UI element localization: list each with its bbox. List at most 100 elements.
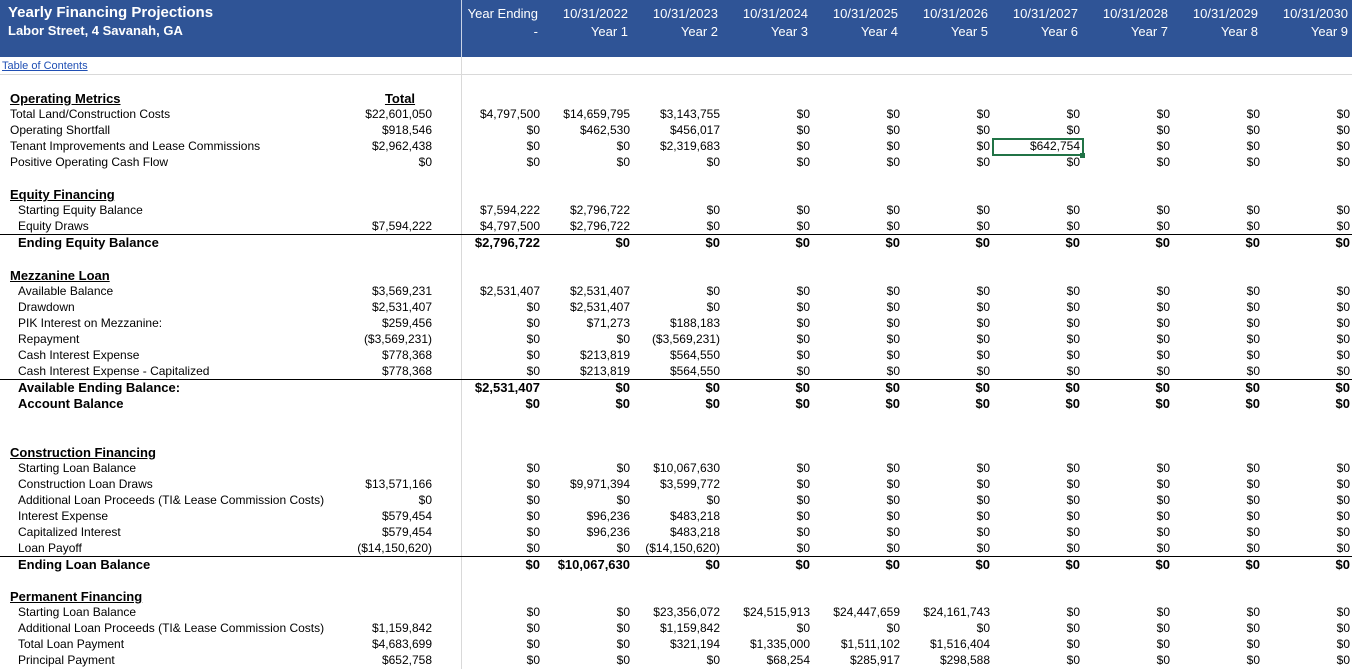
year-value-cell[interactable]: $0 bbox=[1336, 509, 1350, 523]
year-value-cell[interactable]: $0 bbox=[526, 139, 540, 153]
year-value-cell[interactable]: $0 bbox=[886, 509, 900, 523]
year-value-cell[interactable]: $0 bbox=[705, 557, 720, 572]
year-value-cell[interactable]: $0 bbox=[616, 605, 630, 619]
year-value-cell[interactable]: $0 bbox=[976, 525, 990, 539]
row-label[interactable]: Construction Loan Draws bbox=[18, 477, 153, 491]
year-value-cell[interactable]: $2,531,407 bbox=[569, 284, 630, 298]
row-total-cell[interactable]: $2,962,438 bbox=[371, 139, 432, 153]
year-value-cell[interactable]: $0 bbox=[705, 396, 720, 411]
year-value-cell[interactable]: $0 bbox=[526, 300, 540, 314]
year-value-cell[interactable]: $0 bbox=[1246, 300, 1260, 314]
table-of-contents-link[interactable]: Table of Contents bbox=[2, 60, 88, 72]
row-total-cell[interactable]: $259,456 bbox=[381, 316, 432, 330]
year-value-cell[interactable]: $0 bbox=[1336, 155, 1350, 169]
year-value-cell[interactable]: $0 bbox=[976, 621, 990, 635]
year-value-cell[interactable]: $0 bbox=[1156, 332, 1170, 346]
year-value-cell[interactable]: $0 bbox=[796, 477, 810, 491]
year-value-cell[interactable]: $0 bbox=[976, 123, 990, 137]
year-value-cell[interactable]: $3,143,755 bbox=[659, 107, 720, 121]
year-value-cell[interactable]: $0 bbox=[1155, 380, 1170, 395]
year-value-cell[interactable]: $0 bbox=[615, 235, 630, 250]
year-value-cell[interactable]: $0 bbox=[1336, 493, 1350, 507]
year-value-cell[interactable]: $0 bbox=[975, 396, 990, 411]
year-value-cell[interactable]: $0 bbox=[885, 235, 900, 250]
year-value-cell[interactable]: $0 bbox=[1066, 653, 1080, 667]
year-value-cell[interactable]: $0 bbox=[1246, 493, 1260, 507]
row-label[interactable]: Interest Expense bbox=[18, 509, 109, 523]
year-value-cell[interactable]: $0 bbox=[1156, 364, 1170, 378]
year-value-cell[interactable]: $0 bbox=[1336, 107, 1350, 121]
year-value-cell[interactable]: $0 bbox=[1246, 461, 1260, 475]
year-value-cell[interactable]: $0 bbox=[526, 509, 540, 523]
year-value-cell[interactable]: $0 bbox=[976, 541, 990, 555]
year-value-cell[interactable]: $0 bbox=[1156, 348, 1170, 362]
row-total-cell[interactable]: $4,683,699 bbox=[371, 637, 432, 651]
year-value-cell[interactable]: $0 bbox=[1066, 348, 1080, 362]
year-value-cell[interactable]: $0 bbox=[1156, 107, 1170, 121]
row-label[interactable]: Total Loan Payment bbox=[18, 637, 125, 651]
row-label[interactable]: Additional Loan Proceeds (TI& Lease Comm… bbox=[18, 621, 325, 635]
year-value-cell[interactable]: $10,067,630 bbox=[557, 557, 630, 572]
year-value-cell[interactable]: $0 bbox=[976, 348, 990, 362]
year-value-cell[interactable]: $2,531,407 bbox=[569, 300, 630, 314]
year-value-cell[interactable]: $0 bbox=[1336, 364, 1350, 378]
year-value-cell[interactable]: $0 bbox=[796, 525, 810, 539]
year-value-cell[interactable]: $2,796,722 bbox=[569, 203, 630, 217]
year-value-cell[interactable]: $0 bbox=[1066, 509, 1080, 523]
year-value-cell[interactable]: $0 bbox=[976, 316, 990, 330]
year-value-cell[interactable]: $0 bbox=[526, 316, 540, 330]
year-value-cell[interactable]: $0 bbox=[1066, 300, 1080, 314]
row-total-cell[interactable]: $579,454 bbox=[381, 525, 432, 539]
year-value-cell[interactable]: $0 bbox=[1156, 461, 1170, 475]
total-row-label[interactable]: Ending Loan Balance bbox=[18, 557, 151, 572]
year-value-cell[interactable]: $0 bbox=[706, 493, 720, 507]
year-value-cell[interactable]: $0 bbox=[526, 493, 540, 507]
year-value-cell[interactable]: $0 bbox=[526, 605, 540, 619]
row-label[interactable]: Tenant Improvements and Lease Commission… bbox=[10, 139, 261, 153]
year-value-cell[interactable]: $0 bbox=[886, 525, 900, 539]
year-value-cell[interactable]: $71,273 bbox=[586, 316, 630, 330]
row-label[interactable]: Cash Interest Expense - Capitalized bbox=[18, 364, 210, 378]
year-value-cell[interactable]: $4,797,500 bbox=[479, 219, 540, 233]
year-value-cell[interactable]: $0 bbox=[1066, 605, 1080, 619]
year-value-cell[interactable]: $0 bbox=[976, 364, 990, 378]
year-value-cell[interactable]: $0 bbox=[1156, 605, 1170, 619]
year-value-cell[interactable]: $0 bbox=[796, 348, 810, 362]
year-value-cell[interactable]: $0 bbox=[1246, 509, 1260, 523]
year-value-cell[interactable]: $0 bbox=[1335, 380, 1350, 395]
year-value-cell[interactable]: $0 bbox=[1156, 139, 1170, 153]
year-value-cell[interactable]: $0 bbox=[1156, 525, 1170, 539]
year-value-cell[interactable]: $0 bbox=[526, 541, 540, 555]
year-value-cell[interactable]: $0 bbox=[1156, 493, 1170, 507]
row-label[interactable]: Capitalized Interest bbox=[18, 525, 121, 539]
row-total-cell[interactable]: $652,758 bbox=[381, 653, 432, 667]
year-value-cell[interactable]: $564,550 bbox=[669, 348, 720, 362]
year-value-cell[interactable]: $0 bbox=[616, 461, 630, 475]
year-value-cell[interactable]: $0 bbox=[1066, 107, 1080, 121]
year-value-cell[interactable]: $0 bbox=[886, 477, 900, 491]
row-label[interactable]: Operating Shortfall bbox=[10, 123, 111, 137]
year-value-cell[interactable]: $0 bbox=[1156, 621, 1170, 635]
year-value-cell[interactable]: $0 bbox=[705, 235, 720, 250]
year-value-cell[interactable]: $0 bbox=[976, 284, 990, 298]
year-value-cell[interactable]: $0 bbox=[886, 493, 900, 507]
year-value-cell[interactable]: $0 bbox=[1336, 219, 1350, 233]
year-value-cell[interactable]: $0 bbox=[886, 139, 900, 153]
year-value-cell[interactable]: $0 bbox=[796, 364, 810, 378]
year-value-cell[interactable]: $0 bbox=[1066, 316, 1080, 330]
year-value-cell[interactable]: $0 bbox=[1066, 637, 1080, 651]
year-value-cell[interactable]: $0 bbox=[526, 653, 540, 667]
year-value-cell[interactable]: $0 bbox=[886, 123, 900, 137]
year-value-cell[interactable]: $0 bbox=[1156, 509, 1170, 523]
year-value-cell[interactable]: $23,356,072 bbox=[653, 605, 720, 619]
year-value-cell[interactable]: $14,659,795 bbox=[563, 107, 630, 121]
year-value-cell[interactable]: $0 bbox=[976, 155, 990, 169]
year-value-cell[interactable]: $0 bbox=[975, 380, 990, 395]
year-value-cell[interactable]: $0 bbox=[886, 332, 900, 346]
year-value-cell[interactable]: $0 bbox=[796, 316, 810, 330]
year-value-cell[interactable]: $0 bbox=[1246, 605, 1260, 619]
row-label[interactable]: Drawdown bbox=[18, 300, 75, 314]
year-value-cell[interactable]: ($14,150,620) bbox=[645, 541, 720, 555]
year-value-cell[interactable]: $0 bbox=[976, 219, 990, 233]
year-value-cell[interactable]: $0 bbox=[1336, 477, 1350, 491]
